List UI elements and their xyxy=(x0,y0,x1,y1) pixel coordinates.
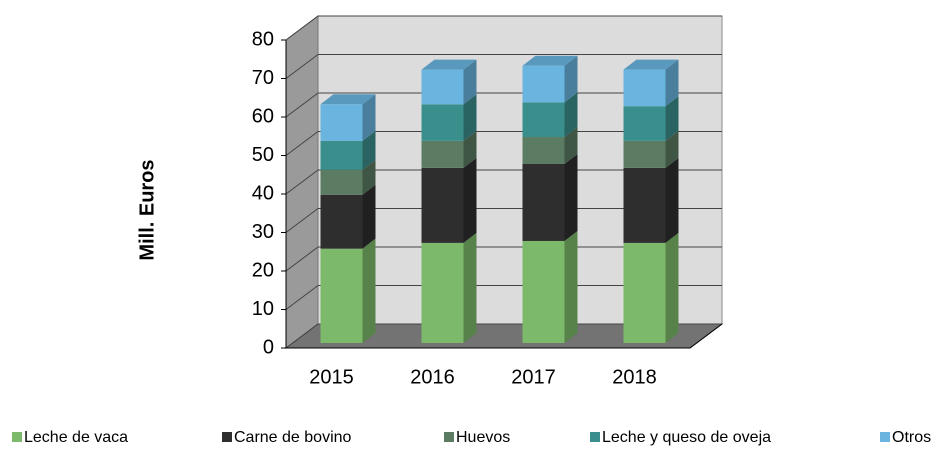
x-axis-depth xyxy=(689,323,723,349)
bar-segment xyxy=(421,140,464,168)
legend-swatch xyxy=(590,432,600,442)
bar-segment xyxy=(623,69,666,107)
legend-label: Carne de bovino xyxy=(234,429,352,446)
bar-side xyxy=(665,130,679,168)
bar-side xyxy=(564,153,578,241)
bar-segment xyxy=(320,104,363,141)
bar-segment xyxy=(320,140,363,170)
x-tick-label: 2018 xyxy=(612,366,657,388)
y-tick-label: 60 xyxy=(252,105,274,127)
grid-line xyxy=(285,208,319,233)
y-axis-label: Mill. Euros xyxy=(136,159,158,260)
bar-side xyxy=(463,157,477,243)
bar-top xyxy=(421,59,477,70)
x-tick-label: 2016 xyxy=(410,366,455,388)
bar-top xyxy=(623,59,679,70)
y-tick-label: 30 xyxy=(252,221,274,243)
bar-segment xyxy=(421,167,464,243)
legend-swatch xyxy=(880,432,890,442)
legend-swatch xyxy=(444,432,454,442)
bar-segment xyxy=(623,242,666,343)
bar-segment xyxy=(320,194,363,249)
bar-side xyxy=(463,59,477,105)
legend-label: Leche y queso de oveja xyxy=(602,429,771,446)
bar-side xyxy=(564,92,578,138)
grid-line xyxy=(285,131,319,156)
bar-side xyxy=(362,238,376,343)
bar-segment xyxy=(623,106,666,141)
y-tick-label: 0 xyxy=(263,336,274,358)
y-tick-label: 50 xyxy=(252,144,274,166)
bar-segment xyxy=(320,248,363,343)
grid-line xyxy=(285,92,319,118)
grid-line xyxy=(285,54,319,79)
bar-side xyxy=(665,157,679,243)
bar-segment xyxy=(522,137,565,164)
grid-line xyxy=(285,323,319,349)
bar-side xyxy=(463,130,477,168)
legend-label: Huevos xyxy=(456,429,510,446)
y-tick-label: 80 xyxy=(252,28,274,50)
bar-side xyxy=(463,94,477,141)
bar-segment xyxy=(623,140,666,168)
legend-label: Leche de vaca xyxy=(24,429,128,446)
bar-side xyxy=(362,159,376,195)
bar-segment xyxy=(623,167,666,243)
y-tick-label: 20 xyxy=(252,259,274,281)
grid-line xyxy=(285,246,319,272)
bar-segment xyxy=(522,102,565,138)
bar-side xyxy=(463,232,477,343)
bar-side xyxy=(362,130,376,170)
y-tick-label: 70 xyxy=(252,67,274,89)
bar-segment xyxy=(522,65,565,103)
bar-segment xyxy=(421,242,464,343)
bar-side xyxy=(362,94,376,141)
legend-swatch xyxy=(222,432,232,442)
x-tick-label: 2017 xyxy=(511,366,556,388)
bar-top xyxy=(320,94,376,105)
legend-swatch xyxy=(12,432,22,442)
bar-segment xyxy=(522,163,565,241)
bar-side xyxy=(564,55,578,103)
bar-segment xyxy=(421,69,464,105)
bar-top xyxy=(522,55,578,66)
y-tick-label: 40 xyxy=(252,182,274,204)
bar-segment xyxy=(421,104,464,141)
x-tick-label: 2015 xyxy=(309,366,354,388)
bar-side xyxy=(665,96,679,141)
bar-side xyxy=(564,230,578,343)
grid-line xyxy=(285,285,319,310)
bar-side xyxy=(362,184,376,249)
grid-line xyxy=(285,15,319,41)
bar-segment xyxy=(522,240,565,343)
y-tick-label: 10 xyxy=(252,298,274,320)
bar-side xyxy=(665,59,679,107)
bar-segment xyxy=(320,169,363,195)
legend-label: Otros xyxy=(892,429,931,446)
bar-side xyxy=(665,232,679,343)
bar-side xyxy=(564,127,578,164)
grid-line xyxy=(285,169,319,195)
